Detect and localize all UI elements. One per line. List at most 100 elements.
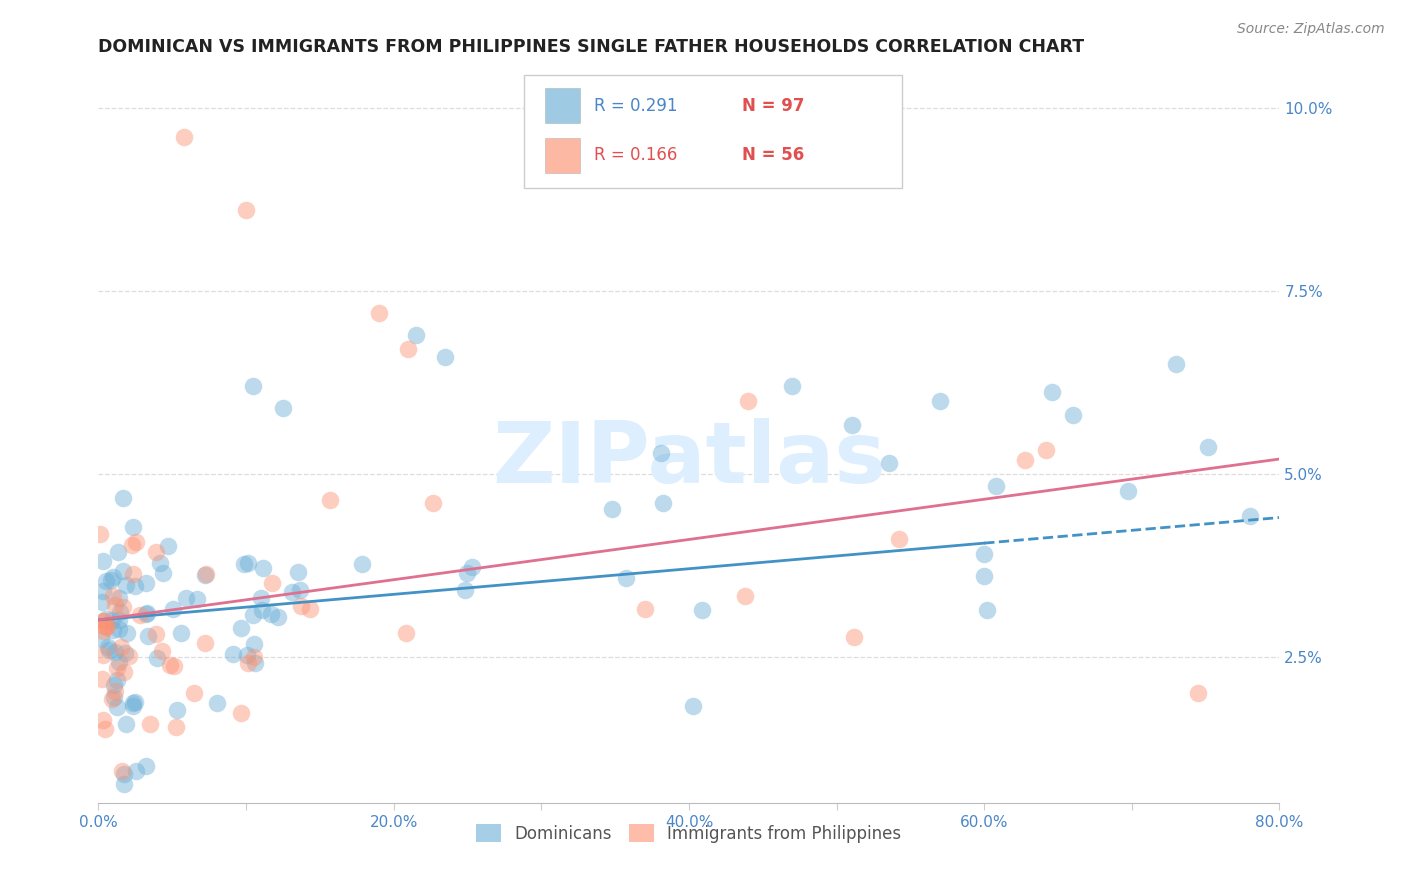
Text: Source: ZipAtlas.com: Source: ZipAtlas.com [1237, 22, 1385, 37]
Point [634, 602, 657, 616]
Point [91, 648, 114, 662]
Point [110, 640, 132, 654]
Point [136, 629, 159, 643]
Point [986, 479, 1008, 493]
Point [1040, 385, 1063, 400]
Point [111, 491, 134, 505]
Point [115, 717, 138, 731]
Point [877, 456, 900, 470]
Point [205, 696, 228, 710]
Point [122, 698, 145, 713]
Point [108, 655, 131, 669]
Point [271, 401, 294, 415]
Point [461, 560, 484, 574]
Point [287, 565, 309, 579]
Point [976, 603, 998, 617]
Point [1239, 509, 1261, 524]
Point [222, 647, 245, 661]
Point [104, 684, 127, 698]
Point [135, 607, 157, 622]
Point [103, 690, 125, 704]
Point [129, 607, 152, 622]
Point [108, 591, 131, 606]
Text: ZIPatlas: ZIPatlas [492, 417, 886, 500]
Point [96, 619, 118, 633]
Point [152, 644, 174, 658]
Point [194, 567, 217, 582]
Point [394, 626, 416, 640]
Point [242, 379, 264, 393]
Point [103, 678, 125, 692]
Point [250, 591, 273, 606]
Point [112, 600, 135, 615]
Point [782, 379, 804, 393]
Point [174, 591, 197, 605]
Point [124, 579, 146, 593]
Point [183, 686, 205, 700]
Point [194, 636, 217, 650]
Point [135, 759, 157, 773]
Point [252, 561, 274, 575]
Point [243, 650, 266, 665]
Text: DOMINICAN VS IMMIGRANTS FROM PHILIPPINES SINGLE FATHER HOUSEHOLDS CORRELATION CH: DOMINICAN VS IMMIGRANTS FROM PHILIPPINES… [98, 38, 1084, 56]
Point [737, 393, 759, 408]
Point [290, 599, 312, 614]
Point [152, 566, 174, 580]
Point [260, 607, 283, 621]
Point [235, 203, 257, 218]
Point [844, 630, 866, 644]
Point [162, 601, 184, 615]
Point [124, 764, 146, 778]
Point [91, 554, 114, 568]
Point [91, 595, 114, 609]
Point [1035, 443, 1057, 458]
Text: N = 56: N = 56 [742, 146, 804, 164]
Point [243, 656, 266, 670]
Point [350, 558, 373, 572]
Point [650, 445, 672, 459]
Point [94, 723, 117, 737]
Point [93, 615, 115, 629]
Point [124, 695, 146, 709]
Point [651, 496, 673, 510]
Point [281, 584, 304, 599]
Point [135, 575, 157, 590]
Point [115, 577, 138, 591]
Point [454, 582, 477, 597]
Point [173, 130, 195, 145]
Point [233, 557, 256, 571]
Point [104, 598, 127, 612]
Point [105, 700, 128, 714]
Point [231, 706, 253, 720]
Point [107, 545, 129, 559]
Point [1197, 440, 1219, 454]
Point [236, 556, 259, 570]
Point [94, 620, 117, 634]
Point [260, 576, 283, 591]
Point [288, 582, 311, 597]
Text: N = 97: N = 97 [742, 96, 804, 115]
FancyBboxPatch shape [546, 138, 581, 173]
Point [1014, 453, 1036, 467]
Point [145, 627, 167, 641]
Point [94, 611, 117, 625]
Point [98, 642, 121, 657]
Point [318, 493, 340, 508]
Point [973, 547, 995, 561]
Point [614, 571, 637, 585]
Point [110, 764, 132, 779]
Point [93, 619, 115, 633]
Point [91, 615, 114, 629]
Point [135, 606, 157, 620]
Point [1166, 357, 1188, 371]
Point [149, 556, 172, 570]
Point [145, 545, 167, 559]
Point [108, 613, 131, 627]
Point [118, 649, 141, 664]
Point [105, 661, 128, 675]
Point [1062, 408, 1084, 422]
Point [100, 692, 122, 706]
Point [101, 624, 124, 638]
Point [973, 569, 995, 583]
Point [111, 565, 134, 579]
